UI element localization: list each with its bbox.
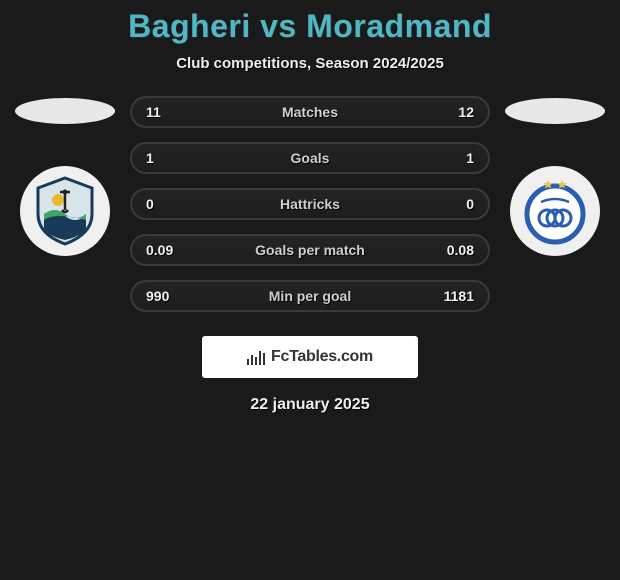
stats-list: 11 Matches 12 1 Goals 1 0 Hattricks 0 0.… [130,96,490,312]
stat-label: Matches [282,104,338,120]
stat-right-value: 1 [434,150,474,166]
source-logo-text: FcTables.com [271,348,373,366]
stat-row: 0.09 Goals per match 0.08 [130,234,490,266]
stat-row: 1 Goals 1 [130,142,490,174]
stat-left-value: 0 [146,196,186,212]
stat-left-value: 0.09 [146,242,186,258]
page-title: Bagheri vs Moradmand [0,8,620,45]
bars-icon [247,349,265,365]
stat-label: Hattricks [280,196,340,212]
subtitle: Club competitions, Season 2024/2025 [0,55,620,72]
stat-right-value: 0 [434,196,474,212]
stat-label: Goals [291,150,330,166]
stat-left-value: 11 [146,104,186,120]
stat-label: Goals per match [255,242,365,258]
left-kit-placeholder-icon [15,98,115,124]
stat-label: Min per goal [269,288,351,304]
source-logo: FcTables.com [202,336,418,378]
stat-left-value: 990 [146,288,186,304]
left-team-badge-icon [20,166,110,256]
stat-right-value: 12 [434,104,474,120]
stat-right-value: 1181 [434,288,474,304]
right-team-badge-icon [510,166,600,256]
stat-row: 0 Hattricks 0 [130,188,490,220]
stat-row: 990 Min per goal 1181 [130,280,490,312]
left-team-col [10,96,120,256]
stat-left-value: 1 [146,150,186,166]
stat-row: 11 Matches 12 [130,96,490,128]
stat-right-value: 0.08 [434,242,474,258]
comparison-card: Bagheri vs Moradmand Club competitions, … [0,0,620,414]
main-row: 11 Matches 12 1 Goals 1 0 Hattricks 0 0.… [0,96,620,312]
right-kit-placeholder-icon [505,98,605,124]
right-team-col [500,96,610,256]
date-text: 22 january 2025 [0,396,620,414]
